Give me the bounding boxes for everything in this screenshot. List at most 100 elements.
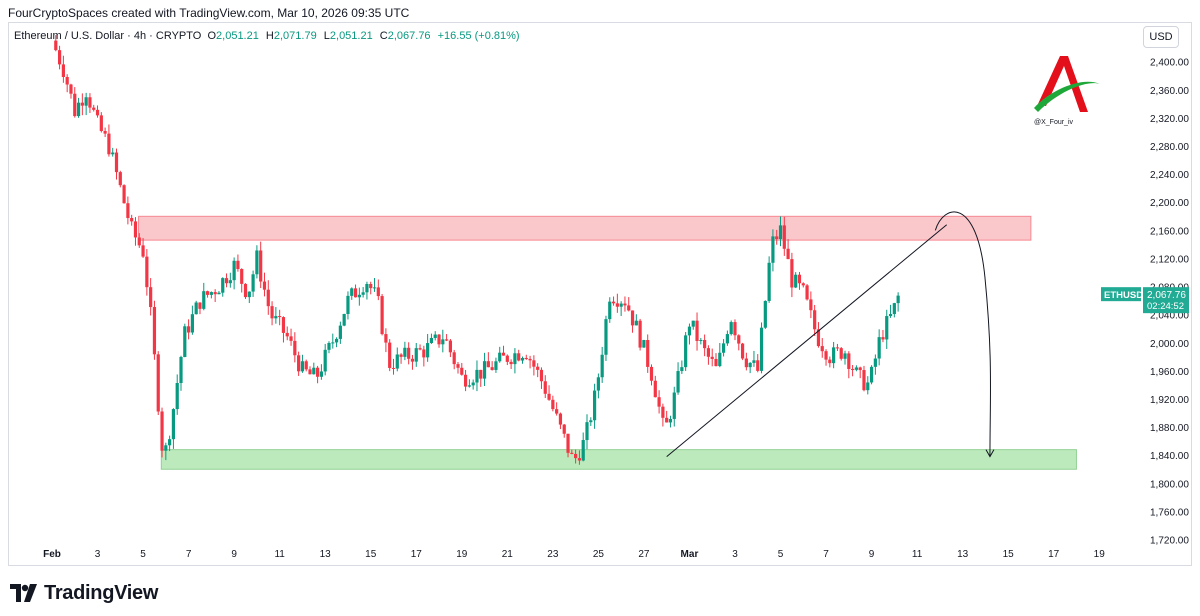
candle-body <box>141 245 145 257</box>
candle-body <box>361 292 365 295</box>
candle-body <box>778 225 783 240</box>
candle-body <box>665 417 669 423</box>
candle-body <box>331 342 335 344</box>
x-tick-label: 15 <box>365 549 377 560</box>
resistance-zone <box>138 215 1032 241</box>
candle-body <box>251 274 255 292</box>
x-tick-label: 15 <box>1003 549 1015 560</box>
candle-body <box>114 152 119 173</box>
candle-body <box>721 343 726 353</box>
candles-layer <box>54 35 900 465</box>
candle-body <box>471 382 475 386</box>
candle-body <box>524 357 528 359</box>
candle-body <box>486 361 490 368</box>
candle-body <box>80 102 84 106</box>
candle-body <box>376 287 380 297</box>
candle-body <box>687 326 692 336</box>
candle-body <box>308 369 312 375</box>
candle-body <box>570 452 574 454</box>
x-tick-label: 7 <box>186 549 192 560</box>
candle-body <box>391 367 396 369</box>
tradingview-logo-icon <box>10 584 37 602</box>
candle-body <box>164 445 168 451</box>
candle-body <box>346 295 350 314</box>
legend-low: 2,051.21 <box>329 30 373 42</box>
candle-body <box>767 262 771 301</box>
candle-body <box>873 358 877 367</box>
candle-body <box>175 383 179 410</box>
candle-body <box>809 299 813 311</box>
y-tick-label: 1,920.00 <box>1150 395 1189 406</box>
candle-body <box>608 301 612 320</box>
candle-body <box>452 352 456 365</box>
candle-body <box>539 369 544 382</box>
candle-body <box>76 102 81 117</box>
tradingview-brand: TradingView <box>44 581 159 604</box>
x-tick-label: 11 <box>274 549 285 560</box>
x-tick-label: 25 <box>593 549 605 560</box>
candle-body <box>84 97 88 106</box>
candle-body <box>149 287 153 308</box>
candle-body <box>293 340 297 356</box>
y-tick-label: 2,160.00 <box>1150 226 1189 237</box>
candle-body <box>786 248 790 260</box>
candle-body <box>756 360 760 371</box>
lines-layer <box>666 211 995 458</box>
candle-body <box>228 280 232 284</box>
candle-body <box>103 131 107 134</box>
candle-body <box>410 358 415 362</box>
candle-body <box>600 354 604 378</box>
candle-body <box>217 292 221 295</box>
candle-body <box>319 371 323 377</box>
legend-interval[interactable]: 4h <box>133 30 147 42</box>
candle-body <box>111 152 115 155</box>
candle-body <box>547 393 551 400</box>
candle-body <box>775 236 779 240</box>
candle-body <box>744 358 748 368</box>
currency-button[interactable]: USD <box>1143 26 1179 48</box>
candle-body <box>490 367 494 370</box>
candle-body <box>668 418 673 423</box>
candle-body <box>372 287 377 289</box>
candle-body <box>699 340 703 342</box>
candle-body <box>224 278 229 284</box>
x-tick-label: Feb <box>43 549 61 560</box>
candle-body <box>851 368 855 370</box>
legend-close: 2,067.76 <box>387 30 431 42</box>
candle-body <box>316 367 320 377</box>
candle-body <box>619 303 623 307</box>
candle-body <box>566 433 570 453</box>
x-tick-label: 11 <box>912 549 923 560</box>
candle-body <box>221 278 225 293</box>
legend-symbol[interactable]: Ethereum / U.S. Dollar <box>14 30 125 42</box>
candle-body <box>824 351 828 360</box>
y-tick-label: 2,360.00 <box>1150 86 1189 97</box>
candle-body <box>262 281 267 290</box>
candle-body <box>297 355 301 372</box>
chart-credit: FourCryptoSpaces created with TradingVie… <box>8 6 410 20</box>
candle-body <box>304 361 308 370</box>
y-tick-label: 2,120.00 <box>1150 254 1189 265</box>
candle-body <box>596 377 600 391</box>
candle-body <box>801 283 805 286</box>
candle-body <box>623 303 627 306</box>
x-tick-label: 21 <box>502 549 514 560</box>
candle-body <box>107 133 111 155</box>
candle-body <box>627 305 631 311</box>
y-tick-label: 2,280.00 <box>1150 142 1189 153</box>
candle-body <box>653 380 657 398</box>
y-tick-label: 1,760.00 <box>1150 507 1189 518</box>
candle-body <box>152 307 157 355</box>
candle-body <box>536 366 540 370</box>
candle-body <box>718 352 722 367</box>
candle-body <box>243 283 248 298</box>
candle-body <box>634 320 638 326</box>
candle-body <box>285 332 289 337</box>
x-tick-label: 23 <box>547 549 559 560</box>
candle-body <box>771 236 775 263</box>
y-tick-label: 2,200.00 <box>1150 198 1189 209</box>
candle-body <box>88 97 92 108</box>
y-tick-label: 2,320.00 <box>1150 114 1189 125</box>
